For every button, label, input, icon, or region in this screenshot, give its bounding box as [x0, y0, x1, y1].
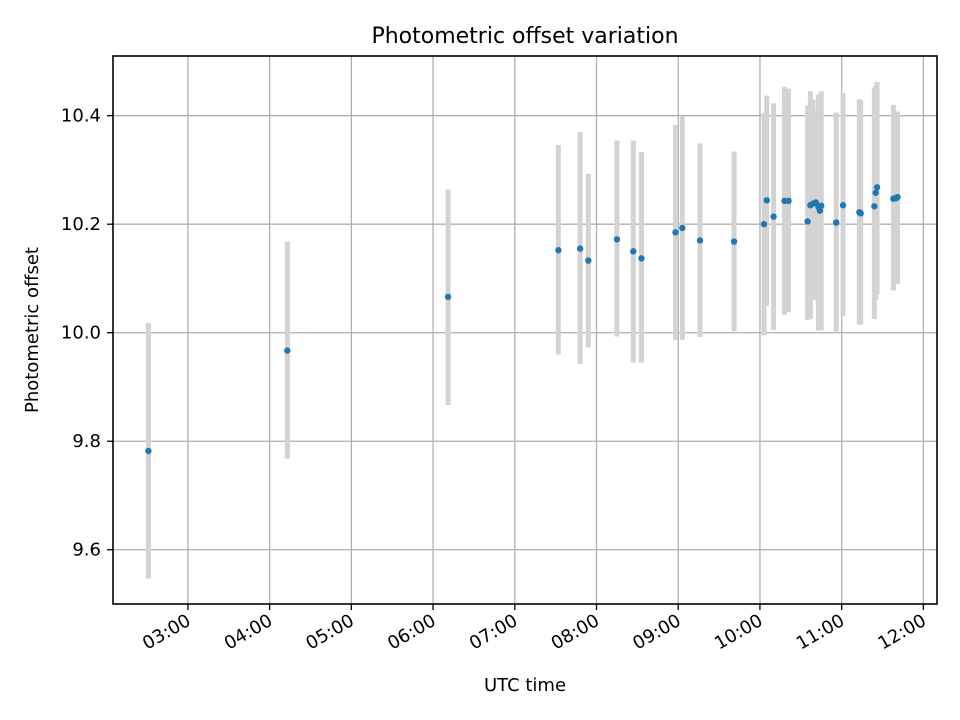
data-point — [873, 184, 881, 191]
x-tick-label: 06:00 — [384, 610, 439, 654]
grid-layer — [113, 56, 937, 604]
data-point — [871, 203, 878, 210]
data-point — [857, 210, 864, 217]
data-point — [804, 218, 811, 225]
point-layer — [145, 184, 901, 455]
y-tick-label: 9.8 — [72, 431, 101, 452]
data-point — [839, 202, 847, 209]
y-tick-label: 10.4 — [61, 106, 101, 127]
tick-layer: 9.6 9.8 10.0 10.2 10.4 03:00 04:00 05:00 06:00 07… — [61, 106, 930, 655]
y-axis-label: Photometric offset — [22, 247, 43, 413]
y-tick-label: 10.2 — [61, 214, 101, 235]
x-tick-label: 03:00 — [139, 610, 194, 654]
x-tick-label: 07:00 — [466, 610, 521, 654]
y-tick-label: 10.0 — [61, 323, 101, 344]
data-point — [816, 207, 824, 214]
data-point — [760, 220, 768, 228]
data-point — [630, 248, 637, 255]
data-point — [894, 193, 901, 201]
data-point — [872, 189, 879, 196]
x-tick-label: 11:00 — [793, 610, 848, 654]
data-point — [638, 255, 645, 262]
plot-frame — [112, 55, 938, 605]
data-point — [284, 347, 291, 354]
x-tick-label: 10:00 — [711, 610, 766, 654]
data-point — [763, 197, 770, 204]
data-point — [444, 293, 452, 301]
errorbar-layer — [145, 82, 901, 579]
data-point — [730, 238, 738, 245]
x-tick-label: 08:00 — [548, 610, 603, 654]
x-tick-label: 09:00 — [629, 610, 684, 654]
data-point — [785, 197, 792, 205]
data-point — [818, 202, 825, 209]
x-tick-label: 05:00 — [302, 610, 357, 654]
y-tick-label: 9.6 — [72, 540, 101, 561]
x-axis-label: UTC time — [484, 675, 566, 696]
data-point — [613, 236, 621, 243]
data-point — [555, 247, 562, 254]
data-point — [145, 447, 152, 455]
data-point — [833, 219, 840, 226]
data-point — [585, 257, 592, 264]
data-point — [672, 229, 679, 236]
x-tick-label: 04:00 — [221, 610, 276, 654]
data-point — [576, 245, 584, 252]
data-point — [770, 213, 777, 220]
chart-title: Photometric offset variation — [371, 24, 678, 49]
data-point — [679, 224, 686, 232]
data-point — [696, 237, 704, 244]
x-tick-label: 12:00 — [874, 610, 929, 654]
